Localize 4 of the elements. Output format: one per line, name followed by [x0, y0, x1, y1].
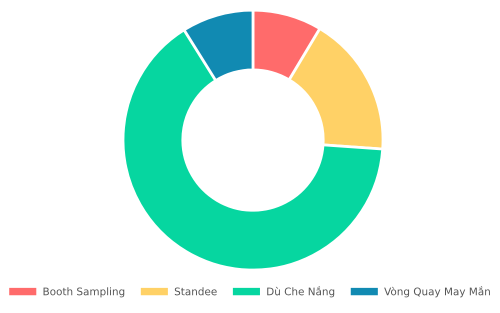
legend-label: Standee — [174, 287, 217, 296]
legend-label: Vòng Quay May Mắn — [384, 286, 490, 298]
legend-label: Dù Che Nắng — [267, 286, 334, 298]
legend-label: Booth Sampling — [44, 287, 124, 298]
